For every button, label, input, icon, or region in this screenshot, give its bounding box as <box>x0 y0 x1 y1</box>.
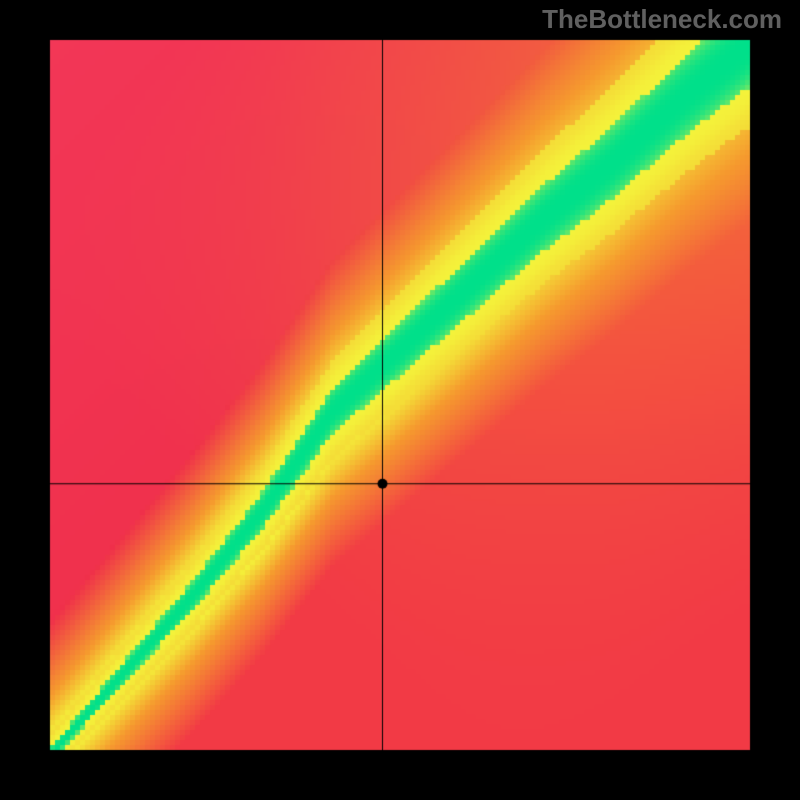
watermark-text: TheBottleneck.com <box>542 4 782 35</box>
bottleneck-heatmap <box>0 0 800 800</box>
chart-container: TheBottleneck.com <box>0 0 800 800</box>
